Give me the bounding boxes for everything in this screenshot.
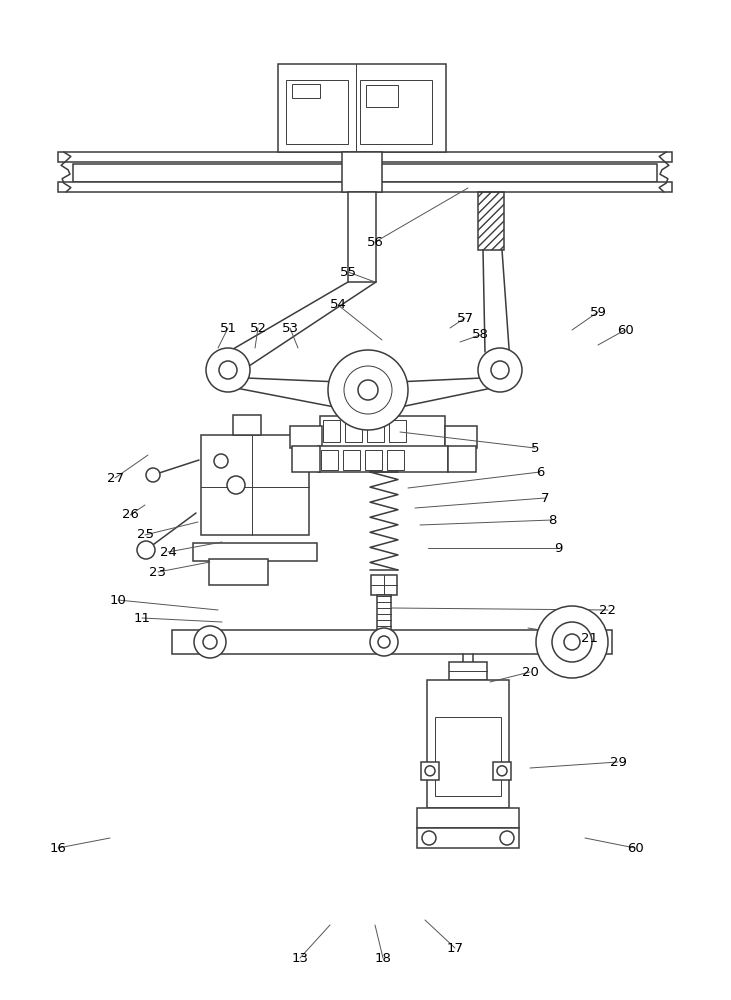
- Text: 29: 29: [610, 756, 626, 768]
- Circle shape: [194, 626, 226, 658]
- Bar: [371, 575, 397, 595]
- Bar: [427, 680, 509, 808]
- Bar: [360, 80, 432, 144]
- Bar: [435, 717, 501, 796]
- Text: 56: 56: [366, 235, 384, 248]
- Text: 60: 60: [626, 842, 643, 854]
- Text: 54: 54: [330, 298, 346, 312]
- Bar: [233, 415, 261, 435]
- Bar: [209, 559, 268, 585]
- Text: 26: 26: [121, 508, 138, 522]
- Text: 21: 21: [581, 632, 599, 645]
- Bar: [292, 84, 320, 98]
- Circle shape: [500, 831, 514, 845]
- Bar: [449, 662, 487, 680]
- Circle shape: [497, 766, 507, 776]
- Circle shape: [564, 634, 580, 650]
- Bar: [377, 595, 391, 635]
- Bar: [323, 420, 340, 442]
- Bar: [342, 152, 382, 192]
- Bar: [387, 450, 404, 470]
- Bar: [389, 420, 406, 442]
- Text: 8: 8: [548, 514, 556, 526]
- Text: 60: 60: [617, 324, 633, 336]
- Bar: [493, 762, 511, 780]
- Bar: [58, 182, 672, 192]
- Bar: [73, 164, 657, 182]
- Circle shape: [536, 606, 608, 678]
- Circle shape: [146, 468, 160, 482]
- Circle shape: [227, 476, 245, 494]
- Text: 55: 55: [339, 265, 357, 278]
- Bar: [417, 828, 519, 848]
- Bar: [286, 80, 348, 144]
- Bar: [320, 416, 445, 448]
- Text: 27: 27: [107, 472, 124, 485]
- Text: 53: 53: [281, 322, 298, 334]
- Circle shape: [422, 831, 436, 845]
- Text: 51: 51: [219, 322, 237, 334]
- Circle shape: [344, 366, 392, 414]
- Text: 9: 9: [554, 542, 562, 554]
- Text: 5: 5: [531, 442, 539, 454]
- Circle shape: [214, 454, 228, 468]
- Bar: [417, 808, 519, 828]
- Bar: [278, 64, 446, 152]
- Text: 59: 59: [590, 306, 607, 318]
- Bar: [421, 762, 439, 780]
- Circle shape: [328, 350, 408, 430]
- Bar: [321, 450, 338, 470]
- Bar: [348, 192, 376, 282]
- Bar: [290, 426, 322, 448]
- Circle shape: [203, 635, 217, 649]
- Circle shape: [137, 541, 155, 559]
- Bar: [58, 152, 672, 162]
- Bar: [478, 192, 504, 250]
- Text: 7: 7: [541, 491, 549, 504]
- Bar: [445, 426, 477, 448]
- Bar: [172, 630, 612, 654]
- Bar: [366, 85, 398, 107]
- Bar: [365, 450, 382, 470]
- Text: 17: 17: [447, 942, 463, 954]
- Bar: [201, 435, 309, 535]
- Bar: [367, 420, 384, 442]
- Bar: [193, 543, 317, 561]
- Text: 24: 24: [159, 546, 176, 558]
- Circle shape: [552, 622, 592, 662]
- Bar: [318, 446, 448, 472]
- Text: 18: 18: [374, 952, 391, 964]
- Bar: [345, 420, 362, 442]
- Bar: [343, 450, 360, 470]
- Circle shape: [358, 380, 378, 400]
- Circle shape: [378, 636, 390, 648]
- Text: 57: 57: [456, 312, 474, 324]
- Text: 6: 6: [536, 466, 544, 479]
- Bar: [292, 446, 320, 472]
- Text: 11: 11: [134, 611, 151, 624]
- Text: 16: 16: [50, 842, 67, 854]
- Circle shape: [370, 628, 398, 656]
- Text: 20: 20: [521, 666, 539, 678]
- Text: 23: 23: [150, 566, 167, 578]
- Text: 58: 58: [471, 328, 488, 342]
- Bar: [448, 446, 476, 472]
- Circle shape: [425, 766, 435, 776]
- Circle shape: [478, 348, 522, 392]
- Circle shape: [219, 361, 237, 379]
- Text: 52: 52: [249, 322, 267, 334]
- Text: 22: 22: [599, 603, 616, 616]
- Circle shape: [491, 361, 509, 379]
- Circle shape: [206, 348, 250, 392]
- Text: 25: 25: [137, 528, 154, 542]
- Text: 13: 13: [292, 952, 308, 964]
- Text: 10: 10: [110, 593, 126, 606]
